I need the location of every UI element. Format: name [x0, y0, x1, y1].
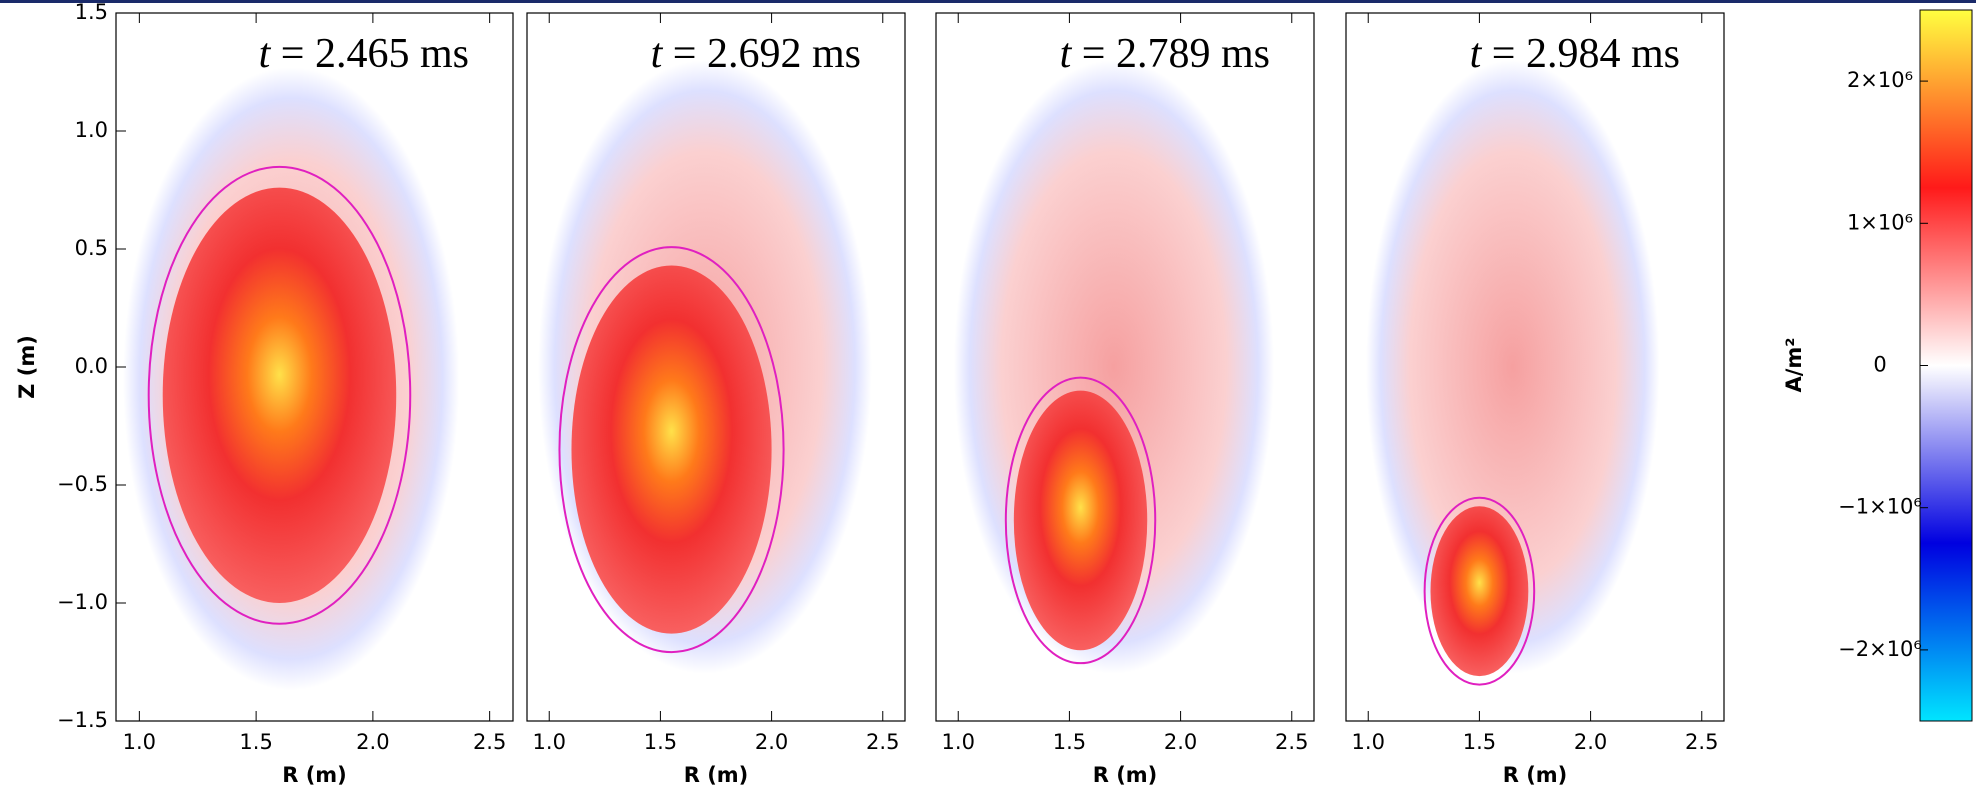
x-axis-label: R (m): [1503, 763, 1568, 787]
title-italic: t: [1060, 31, 1073, 77]
plot-frame: [935, 12, 1315, 722]
x-tick-label: 1.0: [533, 730, 566, 754]
x-tick-label: 1.5: [1463, 730, 1496, 754]
x-axis-label: R (m): [684, 763, 749, 787]
y-tick-label: −1.5: [57, 708, 108, 732]
panel-title: t = 2.692 ms: [651, 31, 861, 77]
colorbar-tick-label: 1×10⁶: [1847, 210, 1913, 234]
y-axis-label: Z (m): [15, 335, 39, 399]
title-rest: = 2.984 ms: [1481, 31, 1680, 77]
plot-frame: [1345, 12, 1725, 722]
y-tick-label: 1.5: [75, 0, 108, 24]
y-tick-label: −0.5: [57, 472, 108, 496]
title-italic: t: [1470, 31, 1483, 77]
x-tick-label: 1.0: [123, 730, 156, 754]
colorbar-tick-label: −2×10⁶: [1838, 637, 1922, 661]
colorbar-tick-label: −1×10⁶: [1838, 495, 1922, 519]
title-italic: t: [259, 31, 272, 77]
y-tick-label: −1.0: [57, 590, 108, 614]
x-tick-label: 2.0: [755, 730, 788, 754]
x-tick-label: 2.0: [1164, 730, 1197, 754]
title-rest: = 2.692 ms: [662, 31, 861, 77]
x-tick-label: 2.5: [866, 730, 899, 754]
colorbar-tick-label: 0: [1873, 353, 1886, 377]
title-rest: = 2.465 ms: [270, 31, 469, 77]
title-italic: t: [651, 31, 664, 77]
x-tick-label: 2.0: [356, 730, 389, 754]
current-halo: [1366, 60, 1660, 674]
separatrix: [1423, 496, 1536, 686]
x-tick-label: 1.0: [1352, 730, 1385, 754]
x-tick-label: 2.5: [1275, 730, 1308, 754]
current-core: [162, 187, 397, 603]
y-tick-label: 0.0: [75, 354, 108, 378]
separatrix: [147, 165, 412, 625]
colorbar: [1919, 9, 1973, 722]
panel-title: t = 2.465 ms: [259, 31, 469, 77]
x-axis-label: R (m): [282, 763, 347, 787]
top-bar: [0, 0, 1976, 3]
x-tick-label: 1.5: [644, 730, 677, 754]
y-tick-label: 0.5: [75, 236, 108, 260]
x-axis-label: R (m): [1093, 763, 1158, 787]
colorbar-tick-label: 2×10⁶: [1847, 68, 1913, 92]
separatrix: [558, 246, 785, 654]
x-tick-label: 1.5: [239, 730, 272, 754]
colorbar-label: A/m²: [1782, 337, 1806, 392]
plot-frame: [526, 12, 906, 722]
x-tick-label: 2.5: [473, 730, 506, 754]
y-tick-label: 1.0: [75, 118, 108, 142]
title-rest: = 2.789 ms: [1071, 31, 1270, 77]
current-core: [571, 265, 772, 634]
current-core: [1430, 506, 1529, 677]
x-tick-label: 1.0: [942, 730, 975, 754]
x-tick-label: 2.0: [1574, 730, 1607, 754]
separatrix: [1004, 376, 1157, 665]
panel-title: t = 2.789 ms: [1060, 31, 1270, 77]
x-tick-label: 1.5: [1053, 730, 1086, 754]
current-core: [1013, 390, 1148, 651]
x-tick-label: 2.5: [1685, 730, 1718, 754]
panel-title: t = 2.984 ms: [1470, 31, 1680, 77]
